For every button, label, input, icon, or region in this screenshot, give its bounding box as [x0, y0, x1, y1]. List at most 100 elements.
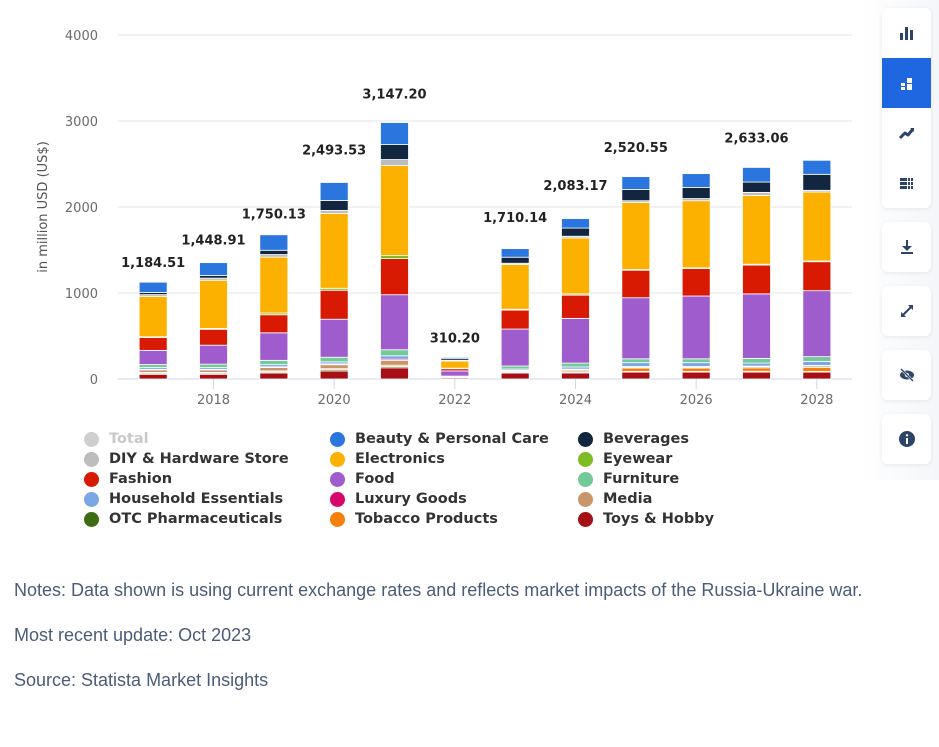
bar-segment-electronics[interactable]	[621, 202, 651, 270]
bar-segment-furniture[interactable]	[802, 356, 832, 362]
bar-segment-furniture[interactable]	[199, 363, 228, 368]
legend-item-household-essentials[interactable]: Household Essentials	[84, 491, 283, 507]
bar-segment-toys-hobby[interactable]	[138, 373, 168, 380]
bar-segment-electronics[interactable]	[561, 237, 590, 295]
legend-item-beverages[interactable]: Beverages	[578, 431, 689, 447]
bar-segment-beauty-personal-care[interactable]	[621, 176, 651, 190]
bar-segment-furniture[interactable]	[319, 356, 349, 363]
bar-segment-toys-hobby[interactable]	[380, 367, 409, 380]
legend-item-electronics[interactable]: Electronics	[330, 451, 445, 467]
bar-segment-electronics[interactable]	[742, 194, 771, 265]
bar-segment-beauty-personal-care[interactable]	[802, 159, 832, 175]
bar-stack-2017[interactable]	[138, 281, 168, 380]
bar-segment-electronics[interactable]	[259, 256, 289, 314]
bar-segment-furniture[interactable]	[621, 358, 651, 364]
bar-stack-2028[interactable]	[802, 159, 832, 380]
bar-segment-beverages[interactable]	[319, 200, 349, 211]
bar-segment-food[interactable]	[259, 332, 289, 361]
bar-segment-food[interactable]	[199, 344, 228, 365]
bar-segment-beauty-personal-care[interactable]	[561, 218, 590, 229]
bar-segment-electronics[interactable]	[319, 213, 349, 289]
bar-stack-2022[interactable]	[440, 357, 470, 380]
bar-segment-tobacco-products[interactable]	[621, 367, 651, 372]
bar-stack-2019[interactable]	[259, 234, 289, 380]
bar-segment-media[interactable]	[380, 360, 409, 366]
bar-stack-2018[interactable]	[199, 262, 228, 380]
bar-segment-electronics[interactable]	[440, 360, 470, 369]
bar-stack-2021[interactable]	[380, 122, 409, 380]
bar-segment-toys-hobby[interactable]	[742, 371, 771, 380]
line-chart-button[interactable]	[882, 108, 931, 158]
bar-segment-eyewear[interactable]	[380, 255, 409, 259]
legend-item-eyewear[interactable]: Eyewear	[578, 451, 672, 467]
bar-segment-toys-hobby[interactable]	[621, 371, 651, 380]
bar-segment-fashion[interactable]	[681, 268, 711, 297]
bar-segment-diy-hardware-store[interactable]	[319, 210, 349, 214]
bar-segment-fashion[interactable]	[380, 258, 409, 296]
bar-segment-household-essentials[interactable]	[681, 362, 711, 367]
info-button[interactable]	[882, 414, 931, 464]
legend-item-total[interactable]: Total	[84, 431, 149, 447]
bar-segment-food[interactable]	[440, 370, 470, 377]
bar-segment-furniture[interactable]	[380, 349, 409, 357]
bar-segment-electronics[interactable]	[500, 264, 530, 310]
bar-segment-furniture[interactable]	[500, 365, 530, 370]
download-button[interactable]	[882, 222, 931, 272]
bar-segment-beverages[interactable]	[561, 227, 590, 237]
bar-segment-fashion[interactable]	[199, 328, 228, 346]
bar-segment-beverages[interactable]	[621, 189, 651, 202]
bar-segment-furniture[interactable]	[138, 364, 168, 368]
bar-segment-toys-hobby[interactable]	[561, 372, 590, 380]
bar-segment-tobacco-products[interactable]	[742, 367, 771, 372]
bar-segment-beverages[interactable]	[380, 144, 409, 160]
bar-segment-toys-hobby[interactable]	[319, 370, 349, 380]
legend-item-furniture[interactable]: Furniture	[578, 471, 679, 487]
bar-segment-fashion[interactable]	[500, 309, 530, 330]
bar-segment-tobacco-products[interactable]	[681, 367, 711, 372]
bar-segment-fashion[interactable]	[621, 269, 651, 299]
bar-segment-food[interactable]	[380, 294, 409, 351]
bar-segment-tobacco-products[interactable]	[802, 367, 832, 372]
bar-segment-fashion[interactable]	[802, 261, 832, 292]
bar-segment-food[interactable]	[742, 293, 771, 359]
bar-segment-food[interactable]	[561, 317, 590, 364]
bar-segment-fashion[interactable]	[319, 289, 349, 320]
bar-segment-beauty-personal-care[interactable]	[440, 357, 470, 360]
bar-segment-toys-hobby[interactable]	[500, 372, 530, 380]
bar-segment-furniture[interactable]	[742, 357, 771, 364]
bar-segment-furniture[interactable]	[561, 362, 590, 368]
bar-stack-2023[interactable]	[500, 248, 530, 380]
legend-item-media[interactable]: Media	[578, 491, 652, 507]
bar-segment-food[interactable]	[138, 349, 168, 365]
bar-segment-electronics[interactable]	[138, 295, 168, 338]
bar-stack-2020[interactable]	[319, 182, 349, 380]
bar-segment-beauty-personal-care[interactable]	[199, 262, 228, 276]
bar-segment-food[interactable]	[681, 295, 711, 360]
legend-item-beauty-personal-care[interactable]: Beauty & Personal Care	[330, 431, 549, 447]
bar-segment-beverages[interactable]	[802, 173, 832, 191]
bar-segment-toys-hobby[interactable]	[259, 372, 289, 380]
bar-segment-beverages[interactable]	[742, 181, 771, 193]
legend-item-food[interactable]: Food	[330, 471, 395, 487]
bar-segment-beauty-personal-care[interactable]	[319, 182, 349, 201]
bar-segment-beauty-personal-care[interactable]	[380, 122, 409, 145]
bar-segment-electronics[interactable]	[199, 279, 228, 329]
bar-segment-electronics[interactable]	[681, 200, 711, 269]
table-button[interactable]	[882, 158, 931, 208]
bar-segment-electronics[interactable]	[802, 191, 832, 262]
bar-segment-diy-hardware-store[interactable]	[380, 159, 409, 166]
bar-segment-household-essentials[interactable]	[621, 362, 651, 367]
bar-segment-media[interactable]	[319, 364, 349, 370]
legend-item-otc-pharmaceuticals[interactable]: OTC Pharmaceuticals	[84, 511, 282, 527]
bar-segment-household-essentials[interactable]	[380, 355, 409, 360]
bar-segment-beverages[interactable]	[500, 256, 530, 264]
legend-item-luxury-goods[interactable]: Luxury Goods	[330, 491, 467, 507]
legend-item-diy-hardware-store[interactable]: DIY & Hardware Store	[84, 451, 289, 467]
bar-chart-button[interactable]	[882, 8, 931, 58]
bar-segment-beauty-personal-care[interactable]	[259, 234, 289, 251]
bar-segment-beauty-personal-care[interactable]	[742, 167, 771, 183]
hide-button[interactable]	[882, 350, 931, 400]
fullscreen-button[interactable]	[882, 286, 931, 336]
bar-segment-beauty-personal-care[interactable]	[681, 173, 711, 188]
bar-segment-toys-hobby[interactable]	[681, 371, 711, 380]
